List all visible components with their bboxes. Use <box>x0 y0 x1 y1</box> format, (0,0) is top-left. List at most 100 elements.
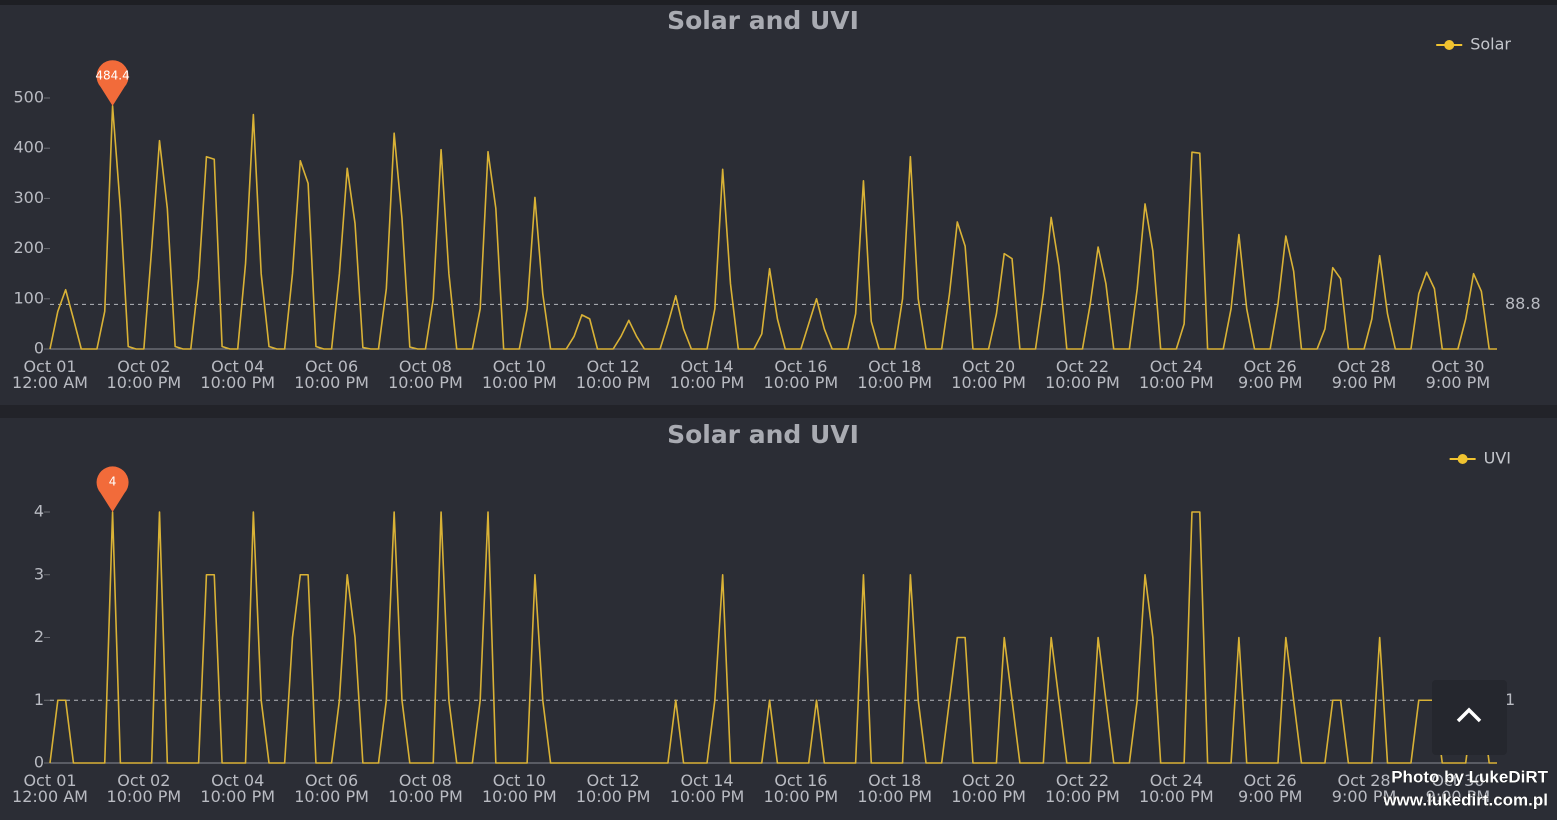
x-tick-label-line: 9:00 PM <box>1426 787 1490 806</box>
x-tick-label-line: 10:00 PM <box>1045 787 1120 806</box>
x-tick-label-line: Oct 08 <box>399 771 452 790</box>
x-tick-label: Oct 30 9:00 PM <box>1426 357 1490 392</box>
legend-label: UVI <box>1484 449 1511 468</box>
max-pin <box>96 60 129 106</box>
x-tick-label-line: Oct 06 <box>305 771 358 790</box>
x-tick-label-line: 12:00 AM <box>12 787 88 806</box>
x-tick-label: Oct 28 9:00 PM <box>1332 357 1396 392</box>
x-tick-label: Oct 20 10:00 PM <box>951 771 1026 806</box>
x-tick-label-line: 10:00 PM <box>857 787 932 806</box>
scroll-top-icon <box>1456 707 1482 723</box>
x-tick-label-line: 10:00 PM <box>1139 787 1214 806</box>
x-tick-label-line: 10:00 PM <box>764 373 839 392</box>
series-line <box>49 105 1497 350</box>
x-tick-label: Oct 08 10:00 PM <box>388 357 463 392</box>
x-tick-label: Oct 18 10:00 PM <box>857 357 932 392</box>
y-tick-label: 100 <box>13 288 44 307</box>
x-tick-label-line: 10:00 PM <box>670 373 745 392</box>
x-tick-label-line: Oct 20 <box>962 357 1015 376</box>
x-tick-label: Oct 18 10:00 PM <box>857 771 932 806</box>
x-tick-label-line: 9:00 PM <box>1238 373 1302 392</box>
x-tick-label: Oct 01 12:00 AM <box>12 357 88 392</box>
chart-title: Solar and UVI <box>667 420 859 449</box>
x-tick-label-line: Oct 04 <box>211 357 264 376</box>
x-tick-label: Oct 10 10:00 PM <box>482 357 557 392</box>
y-tick-label: 300 <box>13 188 44 207</box>
mean-label: 88.8 <box>1505 294 1541 313</box>
x-tick-label: Oct 24 10:00 PM <box>1139 357 1214 392</box>
x-tick-label-line: 10:00 PM <box>294 787 369 806</box>
x-tick-label-line: Oct 28 <box>1337 357 1390 376</box>
y-tick-label: 3 <box>34 564 44 583</box>
x-tick-label: Oct 16 10:00 PM <box>764 357 839 392</box>
x-tick-label-line: 10:00 PM <box>951 787 1026 806</box>
x-tick-label: Oct 20 10:00 PM <box>951 357 1026 392</box>
x-tick-label-line: 12:00 AM <box>12 373 88 392</box>
x-tick-label-line: 10:00 PM <box>388 787 463 806</box>
x-tick-label: Oct 04 10:00 PM <box>200 357 275 392</box>
y-tick-label: 0 <box>34 753 44 772</box>
x-tick-label-line: Oct 06 <box>305 357 358 376</box>
x-tick-label-line: Oct 24 <box>1150 771 1203 790</box>
x-tick-label: Oct 06 10:00 PM <box>294 771 369 806</box>
x-tick-label-line: Oct 18 <box>868 771 921 790</box>
chart-title: Solar and UVI <box>667 6 859 35</box>
x-tick-label-line: 10:00 PM <box>670 787 745 806</box>
x-tick-label-line: 10:00 PM <box>857 373 932 392</box>
x-tick-label-line: Oct 20 <box>962 771 1015 790</box>
x-tick-label: Oct 22 10:00 PM <box>1045 357 1120 392</box>
x-tick-label: Oct 12 10:00 PM <box>576 357 651 392</box>
x-tick-label: Oct 30 9:00 PM <box>1426 771 1490 806</box>
x-tick-label-line: 10:00 PM <box>200 787 275 806</box>
x-tick-label-line: 10:00 PM <box>576 787 651 806</box>
x-tick-label-line: Oct 16 <box>774 357 827 376</box>
max-pin-label: 4 <box>109 475 117 489</box>
x-tick-label-line: Oct 14 <box>680 771 733 790</box>
x-tick-label-line: 9:00 PM <box>1332 373 1396 392</box>
x-tick-label-line: Oct 02 <box>117 357 170 376</box>
x-tick-label-line: Oct 14 <box>680 357 733 376</box>
x-tick-label-line: Oct 01 <box>23 771 76 790</box>
x-tick-label-line: 10:00 PM <box>107 787 182 806</box>
x-tick-label: Oct 06 10:00 PM <box>294 357 369 392</box>
x-tick-label-line: 9:00 PM <box>1426 373 1490 392</box>
x-tick-label: Oct 14 10:00 PM <box>670 771 745 806</box>
x-tick-label: Oct 01 12:00 AM <box>12 771 88 806</box>
top-strip <box>0 0 1557 5</box>
x-tick-label-line: Oct 12 <box>587 771 640 790</box>
y-tick-label: 4 <box>34 502 44 521</box>
x-tick-label-line: Oct 18 <box>868 357 921 376</box>
x-tick-label: Oct 22 10:00 PM <box>1045 771 1120 806</box>
x-tick-label: Oct 14 10:00 PM <box>670 357 745 392</box>
y-tick-label: 400 <box>13 138 44 157</box>
x-tick-label-line: 10:00 PM <box>482 787 557 806</box>
x-tick-label-line: 10:00 PM <box>388 373 463 392</box>
x-tick-label: Oct 28 9:00 PM <box>1332 771 1396 806</box>
x-tick-label-line: 10:00 PM <box>200 373 275 392</box>
legend-dot <box>1457 454 1468 464</box>
x-tick-label-line: Oct 28 <box>1337 771 1390 790</box>
x-tick-label-line: Oct 26 <box>1244 357 1297 376</box>
x-tick-label-line: Oct 16 <box>774 771 827 790</box>
x-tick-label-line: 10:00 PM <box>294 373 369 392</box>
x-tick-label-line: 10:00 PM <box>107 373 182 392</box>
y-tick-label: 500 <box>13 88 44 107</box>
scroll-top-box[interactable] <box>1432 680 1507 755</box>
x-tick-label-line: Oct 08 <box>399 357 452 376</box>
y-tick-label: 2 <box>34 627 44 646</box>
mean-label: 1 <box>1505 690 1515 709</box>
scroll-top-button[interactable] <box>1432 680 1507 755</box>
x-tick-label: Oct 16 10:00 PM <box>764 771 839 806</box>
y-tick-label: 0 <box>34 339 44 358</box>
x-tick-label-line: Oct 12 <box>587 357 640 376</box>
x-tick-label: Oct 02 10:00 PM <box>107 771 182 806</box>
legend-dot <box>1444 40 1455 50</box>
x-tick-label-line: 10:00 PM <box>482 373 557 392</box>
x-tick-label-line: 9:00 PM <box>1238 787 1302 806</box>
series-line <box>49 511 1497 764</box>
x-tick-label-line: Oct 02 <box>117 771 170 790</box>
x-tick-label: Oct 10 10:00 PM <box>482 771 557 806</box>
x-tick-label: Oct 04 10:00 PM <box>200 771 275 806</box>
